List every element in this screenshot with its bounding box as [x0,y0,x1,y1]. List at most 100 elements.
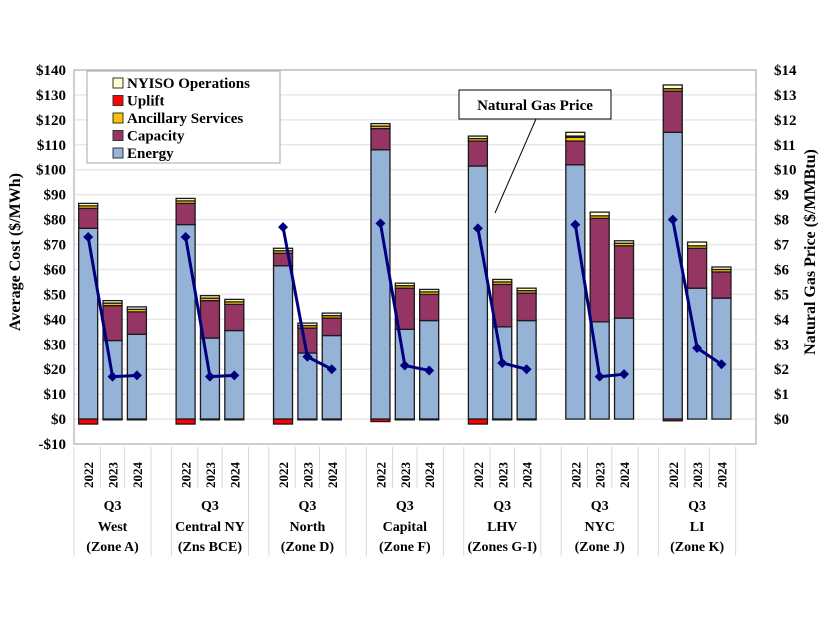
x-period-label: Q3 [396,499,414,514]
x-period-label: Q3 [201,499,219,514]
bar-segment-uplift [199,418,221,421]
y2-tick-label: $4 [774,312,790,328]
bar-segment-uplift [78,418,99,425]
y2-tick-label: $9 [774,188,789,204]
gas-price-point [180,232,191,243]
bar-segment-capacity [224,303,245,332]
bar-segment-nyiso-operations [467,135,489,140]
gas-price-point [107,371,118,382]
y2-tick-label: $11 [774,138,796,154]
y2-tick-label: $2 [774,362,789,378]
x-year-label: 2022 [81,462,96,488]
plot-area [73,69,757,445]
y-tick-label: $90 [44,188,67,204]
bar-segment-energy [78,227,99,420]
bar-segment-nyiso-operations [662,84,683,90]
y-tick-label: $20 [44,362,67,378]
legend-label: Energy [127,146,174,162]
y2-tick-label: $1 [774,387,789,403]
y2-tick-label: $8 [774,213,789,229]
x-year-label: 2022 [179,462,194,488]
bar-segment-capacity [467,140,489,167]
x-period-label: Q3 [493,499,511,514]
bar-segment-energy [662,131,683,420]
bar-segment-uplift [662,418,683,422]
x-period-label: Q3 [591,499,609,514]
gas-price-annotation: Natural Gas Price [458,89,612,214]
bar-segment-uplift [126,418,148,421]
bar-segment-nyiso-operations [78,202,99,207]
gas-price-point [692,343,703,354]
bar-segment-energy [272,265,294,420]
x-year-label: 2024 [130,462,145,489]
bar-segment-capacity [516,292,537,322]
x-group-zone: (Zone A) [86,540,139,555]
bar-segment-nyiso-operations [394,282,415,287]
legend-swatch [112,147,124,159]
y-tick-label: $0 [51,412,66,428]
x-axis: 2022 2023 2024 Q3 West (Zone A) 2022 2023 2024 Q3… [73,447,737,556]
annotation-label: Natural Gas Price [477,98,593,114]
gas-price-point [521,364,532,375]
y2-tick-label: $6 [774,262,790,278]
y2-tick-label: $0 [774,412,789,428]
gas-price-point [667,214,678,225]
bar-segment-nyiso-operations [370,122,391,127]
legend-label: Ancillary Services [127,111,243,127]
bar-segment-nyiso-operations [224,298,245,303]
y2-tick-label: $13 [774,88,797,104]
gas-price-point [302,351,313,362]
y-tick-label: $50 [44,287,67,303]
y-tick-label: $80 [44,213,67,229]
legend-swatch [112,95,124,106]
bar-segment-uplift [370,418,391,423]
bar-segment-capacity [126,311,148,335]
bar-segment-nyiso-operations [102,299,123,304]
bar-segment-nyiso-operations [589,211,610,217]
x-period-label: Q3 [688,499,706,514]
bar-segment-uplift [394,418,415,421]
bar-segment-uplift [224,418,245,421]
x-group-name: NYC [585,520,615,535]
x-year-label: 2022 [568,462,583,488]
bar-segment-capacity [321,317,342,337]
bar-segment-capacity [589,217,610,323]
x-year-label: 2023 [593,462,608,489]
y-tick-label: $30 [44,337,67,353]
legend-label: Uplift [127,94,165,110]
y2-tick-label: $7 [774,238,790,254]
y-tick-label: $10 [44,387,67,403]
x-year-label: 2023 [690,462,705,489]
bar-segment-uplift [467,418,489,425]
x-period-label: Q3 [104,499,122,514]
x-group-name: Capital [383,520,427,535]
x-year-label: 2022 [373,462,388,488]
x-group-name: LI [690,520,705,535]
bar-segment-energy [565,164,586,420]
x-year-label: 2024 [227,462,242,489]
y2-tick-label: $10 [774,163,797,179]
gas-price-point [424,365,435,376]
bar-segment-capacity [662,90,683,133]
bar-segment-energy [467,165,489,420]
bar-segment-nyiso-operations [126,306,148,311]
bar-segment-energy [394,328,415,420]
x-year-label: 2022 [276,462,291,488]
legend-swatch [112,130,124,141]
annotation-box [458,89,612,120]
bar-segment-nyiso-operations [419,288,440,293]
x-year-label: 2024 [520,462,535,489]
bar-segment-nyiso-operations [686,241,708,247]
x-group-name: Central NY [175,520,245,535]
gas-price-point [131,370,142,381]
x-group-name: LHV [487,520,517,535]
bar-segment-nyiso-operations [199,294,221,299]
x-year-label: 2023 [495,462,510,489]
gas-price-point [716,359,727,370]
gas-price-point [204,371,215,382]
bar-segment-nyiso-operations [175,197,196,202]
bar-segment-uplift [419,418,440,421]
bar-segment-capacity [370,127,391,151]
